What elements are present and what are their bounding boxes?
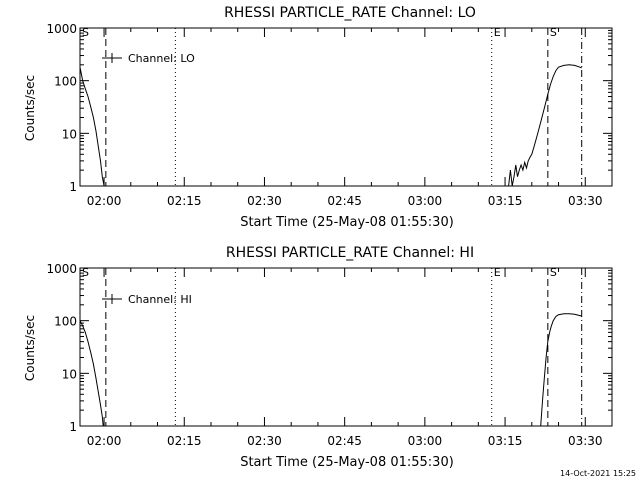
x-axis-label: Start Time (25-May-08 01:55:30) bbox=[240, 455, 454, 470]
event-marker-label: S bbox=[82, 26, 89, 39]
x-tick-label: 02:00 bbox=[87, 194, 122, 208]
legend: Channel: LO bbox=[102, 52, 195, 65]
x-tick-label: 03:15 bbox=[488, 194, 523, 208]
x-tick-label: 03:30 bbox=[568, 434, 603, 448]
event-marker-label: E bbox=[494, 26, 501, 39]
y-tick-label: 1 bbox=[69, 180, 77, 194]
lo-channel-panel: RHESSI PARTICLE_RATE Channel: LO Start T… bbox=[23, 5, 613, 230]
series-line bbox=[79, 320, 104, 427]
x-tick-label: 03:00 bbox=[408, 194, 443, 208]
series-line bbox=[540, 313, 582, 427]
event-marker-label: E bbox=[494, 266, 501, 279]
series-line bbox=[508, 64, 582, 187]
y-axis-label: Counts/sec bbox=[23, 75, 37, 141]
y-tick-label: 100 bbox=[54, 315, 77, 329]
x-tick-label: 03:00 bbox=[408, 434, 443, 448]
chart-title: RHESSI PARTICLE_RATE Channel: LO bbox=[224, 5, 476, 21]
legend-entry: Channel: LO bbox=[128, 52, 195, 65]
hi-channel-panel: RHESSI PARTICLE_RATE Channel: HI Start T… bbox=[23, 245, 613, 470]
x-tick-label: 02:30 bbox=[247, 434, 282, 448]
y-tick-label: 10 bbox=[62, 367, 77, 381]
x-tick-label: 02:15 bbox=[167, 434, 202, 448]
x-tick-label: 02:00 bbox=[87, 434, 122, 448]
x-tick-label: 02:45 bbox=[327, 194, 362, 208]
y-tick-label: 1000 bbox=[46, 262, 77, 276]
x-tick-label: 02:15 bbox=[167, 194, 202, 208]
y-tick-label: 1 bbox=[69, 420, 77, 434]
y-tick-label: 1000 bbox=[46, 22, 77, 36]
x-tick-label: 03:15 bbox=[488, 434, 523, 448]
x-tick-label: 03:30 bbox=[568, 194, 603, 208]
y-axis-label: Counts/sec bbox=[23, 315, 37, 381]
event-marker-label: S bbox=[550, 26, 557, 39]
legend-entry: Channel: HI bbox=[128, 293, 192, 306]
x-tick-label: 02:45 bbox=[327, 434, 362, 448]
event-marker-label: S bbox=[82, 266, 89, 279]
x-axis-label: Start Time (25-May-08 01:55:30) bbox=[240, 215, 454, 230]
plot-frame bbox=[79, 267, 613, 427]
event-marker-label: S bbox=[550, 266, 557, 279]
y-tick-label: 10 bbox=[62, 127, 77, 141]
x-tick-label: 02:30 bbox=[247, 194, 282, 208]
y-tick-label: 100 bbox=[54, 75, 77, 89]
footer-timestamp: 14-Oct-2021 15:25 bbox=[560, 469, 636, 478]
legend: Channel: HI bbox=[102, 293, 192, 306]
chart-title: RHESSI PARTICLE_RATE Channel: HI bbox=[226, 245, 474, 261]
series-line bbox=[79, 67, 105, 187]
